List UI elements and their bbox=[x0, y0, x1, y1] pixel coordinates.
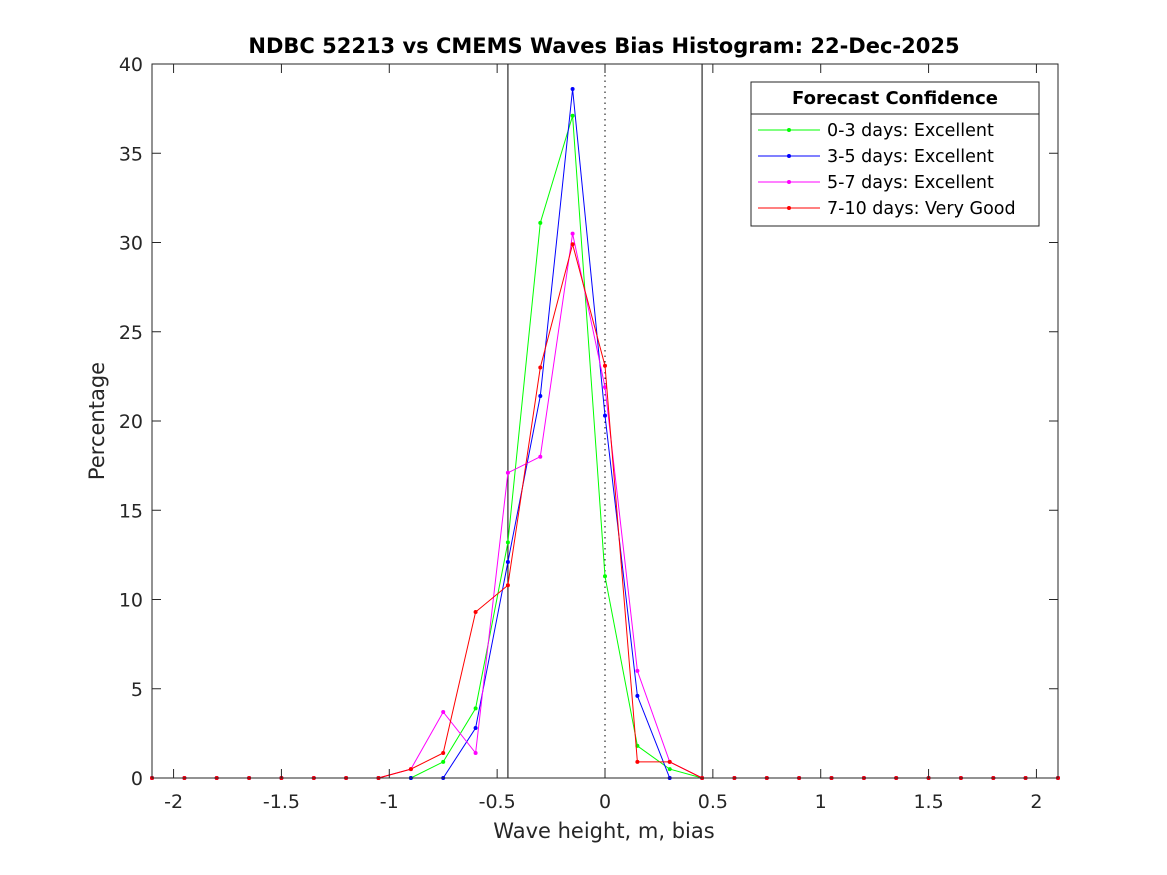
legend-entry-label: 0-3 days: Excellent bbox=[827, 121, 994, 141]
series-1-point bbox=[538, 394, 543, 398]
series-3-point bbox=[473, 610, 478, 614]
legend-title: Forecast Confidence bbox=[792, 88, 998, 109]
y-tick-label: 20 bbox=[119, 411, 143, 433]
series-1-point bbox=[505, 560, 510, 564]
y-tick-label: 40 bbox=[119, 54, 143, 76]
x-tick-label: -2 bbox=[164, 791, 183, 813]
legend-swatch-marker bbox=[787, 180, 791, 184]
series-3-point bbox=[441, 751, 446, 755]
series-0-point bbox=[570, 113, 575, 118]
series-2-point bbox=[603, 385, 607, 390]
series-2-point bbox=[635, 668, 640, 673]
x-tick-label: 1.5 bbox=[913, 791, 943, 813]
legend-entry-label: 5-7 days: Excellent bbox=[827, 173, 994, 193]
legend-entry-label: 3-5 days: Excellent bbox=[827, 147, 994, 167]
series-0-point bbox=[505, 540, 510, 545]
series-3-point bbox=[408, 767, 413, 772]
series-2-point bbox=[570, 231, 575, 236]
series-1-point bbox=[570, 87, 575, 91]
series-1-point bbox=[473, 726, 478, 730]
reference-lines bbox=[507, 64, 703, 778]
series-2-point bbox=[473, 751, 478, 755]
legend-entries: 0-3 days: Excellent 3-5 days: Excellent 5-… bbox=[758, 121, 1016, 219]
x-tick-label: 1 bbox=[815, 791, 827, 813]
y-tick-label: 5 bbox=[131, 679, 143, 701]
series-3-point bbox=[538, 365, 543, 370]
x-tick-label: 0 bbox=[599, 791, 611, 813]
legend-swatch-marker bbox=[787, 206, 791, 210]
series-0-point bbox=[603, 574, 607, 579]
y-tick-label: 0 bbox=[131, 768, 143, 790]
series-3-point bbox=[505, 583, 510, 588]
series-0-point bbox=[441, 759, 446, 764]
y-tick-label: 35 bbox=[119, 143, 143, 165]
y-tick-label: 10 bbox=[119, 590, 143, 612]
series-3-point bbox=[667, 759, 672, 764]
series-1-point bbox=[603, 413, 607, 418]
y-tick-label: 30 bbox=[119, 233, 143, 255]
legend-box bbox=[750, 81, 1040, 227]
y-tick-label: 25 bbox=[119, 322, 143, 344]
series-0-point bbox=[538, 220, 543, 225]
series-0-point bbox=[473, 706, 478, 711]
x-tick-label: -0.5 bbox=[479, 791, 516, 813]
series-3-point bbox=[635, 759, 640, 764]
x-tick-label: 0.5 bbox=[698, 791, 728, 813]
legend-entry-label: 7-10 days: Very Good bbox=[827, 199, 1016, 219]
series-3-point bbox=[570, 242, 575, 247]
x-tick-label: 2 bbox=[1030, 791, 1042, 813]
series-2-point bbox=[538, 454, 543, 459]
x-tick-label: -1 bbox=[380, 791, 399, 813]
series-2-point bbox=[505, 470, 510, 475]
chart-title: NDBC 52213 vs CMEMS Waves Bias Histogram… bbox=[248, 34, 959, 58]
series-1-point bbox=[635, 693, 640, 698]
x-tick-label: -1.5 bbox=[263, 791, 300, 813]
y-tick-label: 15 bbox=[119, 500, 143, 522]
legend-swatch-marker bbox=[787, 128, 791, 132]
series-3-point bbox=[603, 363, 607, 368]
legend: Forecast Confidence 0-3 days: Excellent 3… bbox=[750, 81, 1040, 227]
legend-swatch-marker bbox=[787, 154, 791, 158]
series-2-point bbox=[441, 710, 446, 714]
y-axis-label: Percentage bbox=[85, 362, 109, 480]
x-axis-label: Wave height, m, bias bbox=[493, 819, 714, 843]
series-0-point bbox=[667, 767, 672, 772]
